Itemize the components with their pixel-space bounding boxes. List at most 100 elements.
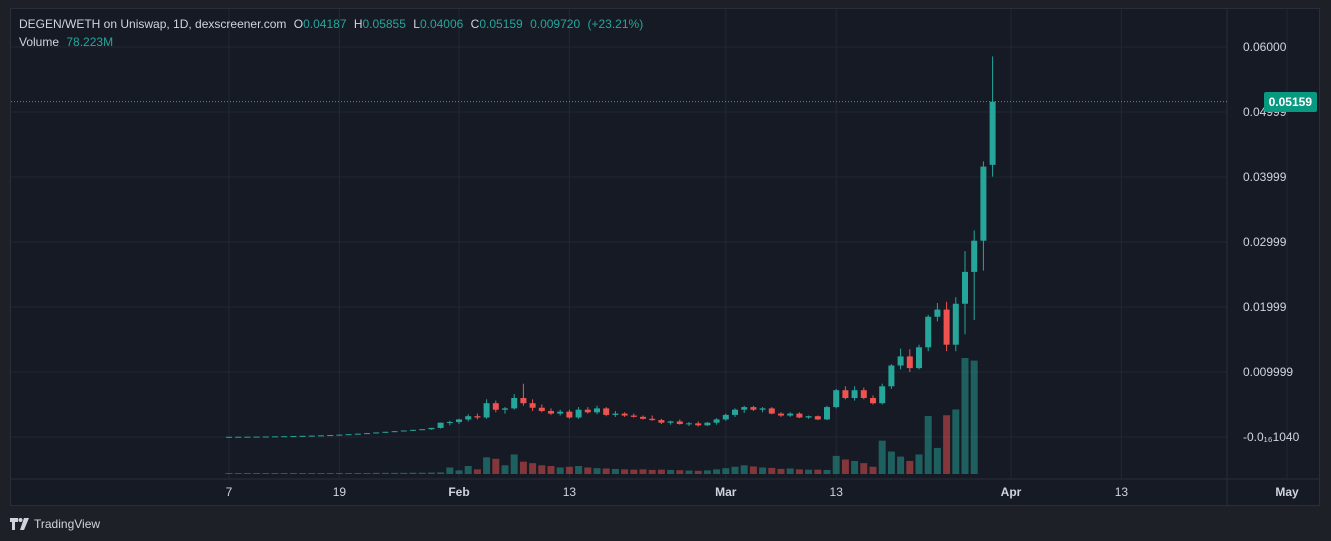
- candle-body: [676, 421, 683, 424]
- volume-bar: [851, 460, 859, 474]
- time-tick-label: 19: [333, 485, 347, 499]
- candle-body: [980, 166, 987, 241]
- candle-body: [428, 427, 435, 430]
- price-tick-label: 0.03999: [1243, 170, 1287, 184]
- volume-bar: [841, 459, 849, 474]
- candle-body: [695, 423, 702, 426]
- chart-canvas[interactable]: 0.060000.049990.039990.029990.019990.009…: [11, 9, 1319, 505]
- candle-body: [262, 436, 269, 438]
- candle-body: [566, 411, 573, 418]
- volume-bar: [363, 472, 371, 474]
- candle-body: [538, 407, 545, 411]
- candle-body: [272, 436, 278, 438]
- tradingview-brand: TradingView: [34, 517, 101, 531]
- time-tick-label: May: [1275, 485, 1299, 499]
- volume-bar: [455, 470, 463, 474]
- candle-body: [437, 422, 444, 428]
- candle-body: [732, 409, 738, 415]
- candle-body: [235, 436, 242, 438]
- time-tick-label: 13: [830, 485, 844, 499]
- volume-bar: [538, 465, 546, 474]
- candle-body: [630, 415, 637, 417]
- volume-bar: [492, 458, 500, 474]
- volume-bar: [565, 466, 573, 474]
- volume-bar: [271, 473, 279, 474]
- volume-bar: [897, 456, 905, 474]
- candle-body: [327, 435, 334, 437]
- volume-bar: [952, 409, 960, 474]
- time-axis[interactable]: 719Feb13Mar13Apr13May13: [226, 485, 1319, 499]
- candle-body: [686, 423, 692, 425]
- candle-body: [354, 433, 361, 435]
- candle-body: [916, 347, 922, 369]
- volume-bar: [933, 447, 941, 474]
- candle-body: [925, 316, 932, 348]
- candle-body: [474, 416, 481, 418]
- volume-bar: [786, 468, 794, 474]
- volume-bar: [409, 472, 417, 474]
- volume-bar: [621, 469, 629, 474]
- volume-bar: [906, 460, 914, 474]
- volume-bar: [529, 463, 537, 474]
- candle-body: [575, 409, 582, 418]
- volume-legend: Volume 78.223M: [19, 35, 117, 49]
- candle-body: [640, 416, 646, 419]
- volume-bar: [437, 472, 445, 474]
- volume-bar: [943, 415, 951, 474]
- candle-body: [842, 390, 849, 398]
- time-tick-label: Mar: [715, 485, 737, 499]
- volume-bar: [372, 472, 380, 474]
- chart-frame[interactable]: 0.06000 0.04999 0.03999 0.02999 0.01999 0.009…: [10, 8, 1320, 506]
- change-value: 0.009720: [530, 17, 581, 31]
- candle-body: [621, 413, 628, 416]
- candle-body: [529, 403, 536, 408]
- low-value: 0.04006: [419, 17, 464, 31]
- candle-body: [419, 429, 426, 431]
- volume-bar: [464, 466, 472, 474]
- volume-bar: [253, 473, 261, 474]
- volume-bar: [694, 470, 702, 474]
- volume-bar: [713, 469, 721, 474]
- volume-bar: [768, 467, 776, 474]
- volume-bar: [547, 466, 555, 474]
- candle-body: [299, 435, 306, 437]
- volume-bar: [418, 472, 426, 474]
- candle-body: [465, 416, 472, 420]
- close-value: 0.05159: [479, 17, 523, 31]
- volume-bar: [354, 472, 362, 474]
- candle-body: [787, 413, 794, 416]
- candle-body: [502, 408, 508, 410]
- candle-body: [244, 436, 251, 438]
- candle-body: [364, 433, 370, 435]
- volume-bar: [860, 463, 868, 474]
- volume-bar: [667, 469, 675, 474]
- volume-bar: [777, 468, 785, 474]
- volume-bar: [326, 473, 334, 474]
- grid-lines: [11, 9, 1319, 505]
- candle-body: [308, 435, 315, 437]
- volume-bar: [391, 472, 399, 474]
- candle-body: [446, 422, 453, 424]
- candle-body: [281, 436, 288, 438]
- candle-body: [860, 390, 867, 398]
- candle-body: [713, 419, 720, 423]
- time-tick-label: 13: [563, 485, 577, 499]
- candle-body: [492, 403, 499, 410]
- volume-value: 78.223M: [66, 35, 114, 49]
- volume-bar: [519, 461, 527, 474]
- candle-body: [897, 356, 904, 366]
- volume-bar: [584, 467, 592, 474]
- candle-body: [382, 431, 389, 433]
- volume-bar: [703, 470, 711, 474]
- candle-body: [962, 271, 968, 304]
- low-key: L: [413, 17, 420, 31]
- candle-body: [722, 414, 729, 420]
- candle-body: [879, 386, 886, 404]
- volume-bar: [814, 469, 822, 474]
- volume-bar: [225, 473, 233, 474]
- volume-bar: [657, 469, 665, 474]
- candle-body: [704, 422, 711, 426]
- volume-label: Volume: [19, 35, 60, 49]
- candle-body: [336, 434, 343, 436]
- volume-bar: [915, 454, 923, 474]
